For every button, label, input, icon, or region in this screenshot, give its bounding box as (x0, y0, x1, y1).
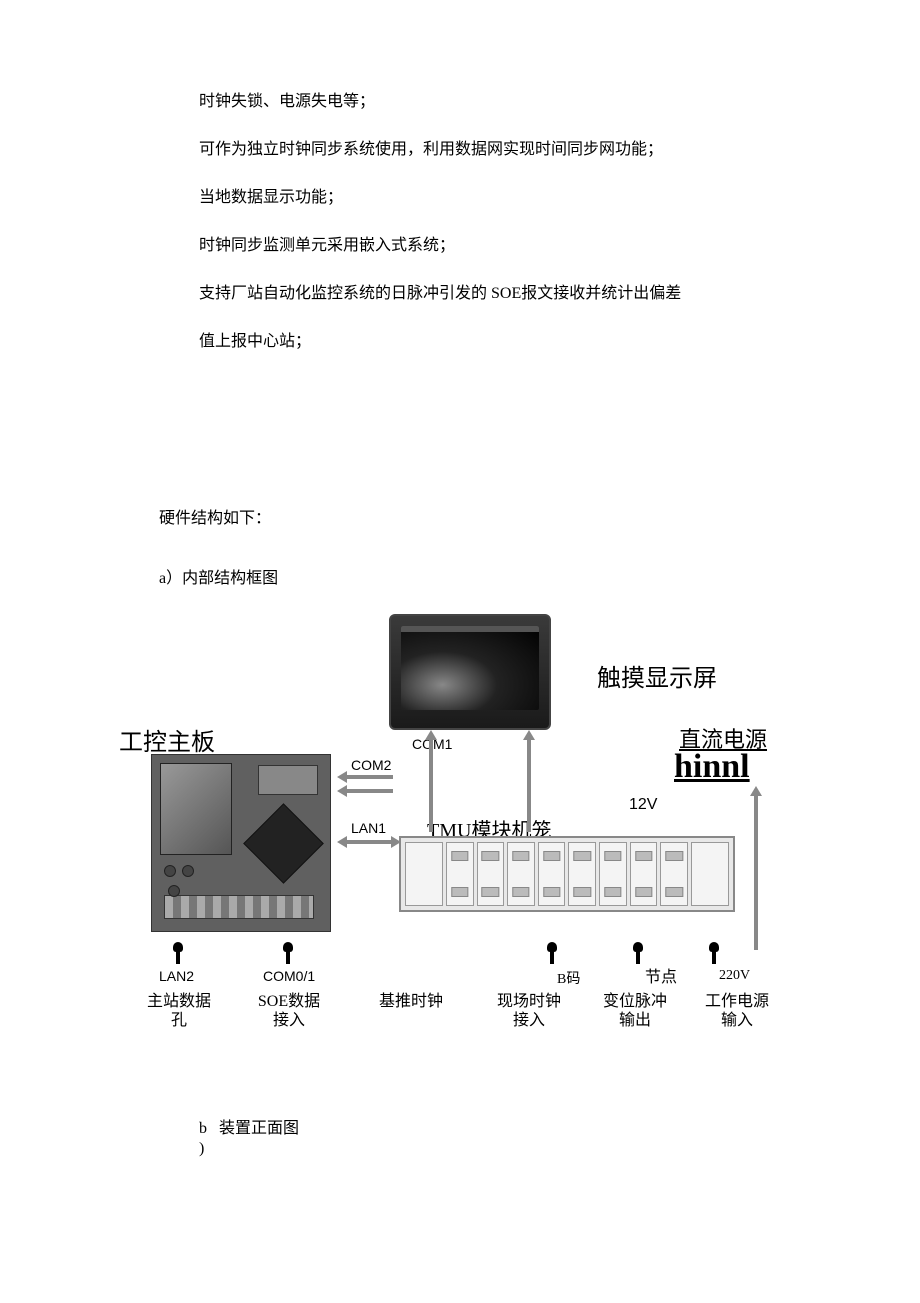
arrow-com1 (429, 738, 433, 832)
v12-label: 12V (629, 796, 657, 814)
touchscreen-label: 触摸显示屏 (597, 658, 717, 693)
arrow-com2a (345, 775, 393, 779)
subsection-b: b 装置正面图 (199, 1114, 830, 1138)
subsection-a: a）内部结构框图 (159, 564, 830, 588)
bcode-label: B码 (557, 968, 580, 988)
plug-icon (545, 942, 559, 964)
col6-label: 工作电源 输入 (699, 992, 775, 1030)
plug-icon (281, 942, 295, 964)
bullet-item: 值上报中心站； (199, 330, 830, 354)
com01-label: COM0/1 (263, 968, 315, 984)
plug-icon (171, 942, 185, 964)
com2-label: COM2 (351, 757, 391, 773)
plug-icon (631, 942, 645, 964)
v220-label: 220V (719, 968, 750, 984)
plug-icon (707, 942, 721, 964)
mainboard-graphic (151, 754, 331, 932)
tmu-chassis-graphic (399, 836, 735, 912)
col1-label: 主站数据 孔 (141, 992, 217, 1030)
monitor-graphic (389, 614, 551, 730)
bullet-item: 可作为独立时钟同步系统使用，利用数据网实现时间同步网功能； (199, 138, 830, 162)
internal-structure-diagram: 触摸显示屏 工控主板 直流电源 hinnl 12V COM1 COM2 LAN1… (119, 604, 799, 1054)
subsection-b-close: ) (199, 1140, 830, 1158)
col3-label: 基推时钟 (379, 992, 443, 1011)
arrow-lan1 (345, 840, 393, 844)
bullet-item: 时钟同步监测单元采用嵌入式系统； (199, 234, 830, 258)
arrow-monitor-down (527, 738, 531, 832)
arrow-com2b (345, 789, 393, 793)
col4-label: 现场时钟 接入 (491, 992, 567, 1030)
col5-label: 变位脉冲 输出 (597, 992, 673, 1030)
bullet-item: 支持厂站自动化监控系统的日脉冲引发的 SOE报文接收并统计出偏差 (199, 282, 830, 306)
lan1-label: LAN1 (351, 820, 386, 836)
mainboard-label: 工控主板 (119, 722, 215, 757)
arrow-power-up (754, 794, 758, 950)
col2-label: SOE数据 接入 (251, 992, 327, 1030)
bullet-item: 时钟失锁、电源失电等； (199, 90, 830, 114)
hinnl-label: hinnl (674, 748, 750, 786)
bullet-list: 时钟失锁、电源失电等； 可作为独立时钟同步系统使用，利用数据网实现时间同步网功能… (199, 90, 830, 354)
lan2-label: LAN2 (159, 968, 194, 984)
node-label: 节点 (645, 968, 677, 987)
hardware-heading: 硬件结构如下： (159, 504, 830, 528)
bullet-item: 当地数据显示功能； (199, 186, 830, 210)
